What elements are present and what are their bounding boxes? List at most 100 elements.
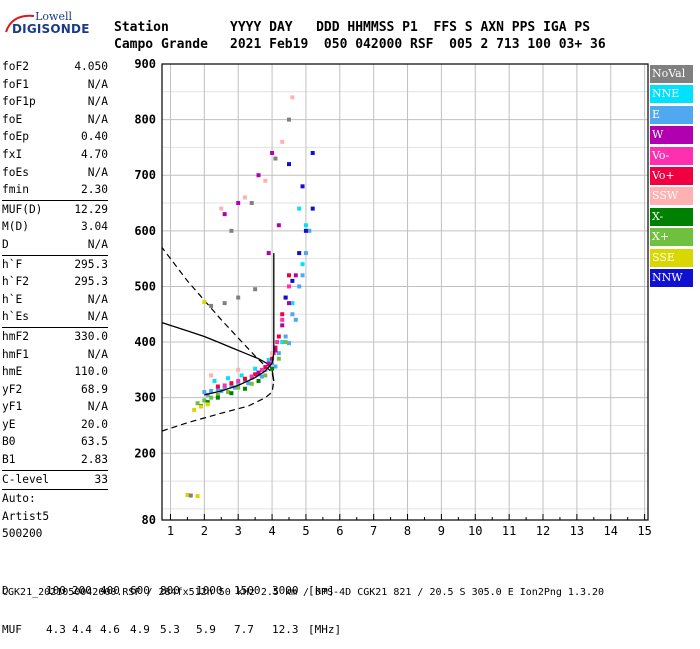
legend-item-ssw: SSW — [650, 187, 693, 206]
muf-value: 4.3 — [46, 623, 66, 636]
x-tick-label: 7 — [370, 524, 377, 538]
file-info: CGK21_2021050042000.RSF / 284fx512h 50 k… — [2, 587, 605, 598]
legend-item-vo-: Vo+ — [650, 166, 693, 185]
param-value: N/A — [87, 95, 108, 109]
legend-item-noval: NoVal — [650, 65, 693, 83]
param-value: N/A — [87, 237, 108, 251]
distance-value: 1000 — [196, 584, 223, 597]
distance-label: D — [2, 584, 9, 597]
data-point — [239, 373, 244, 378]
data-point — [273, 364, 278, 369]
param-row: yF1 N/A — [2, 398, 108, 416]
param-key: fxI — [2, 147, 23, 161]
param-key: h`Es — [2, 310, 29, 324]
muf-value: 4.9 — [130, 623, 150, 636]
param-separator — [2, 326, 108, 328]
data-point — [270, 150, 275, 155]
x-tick-label: 8 — [404, 524, 411, 538]
muf-value: [MHz] — [308, 623, 342, 636]
trace-curve — [204, 253, 275, 396]
data-point — [195, 401, 200, 406]
param-row: h`E N/A — [2, 291, 108, 309]
data-point — [242, 386, 247, 391]
data-point — [266, 251, 271, 256]
data-point — [293, 317, 298, 322]
param-value: 20.0 — [81, 417, 108, 431]
muf-table: D 100 200 400 600 800 1000 1500 3000 [km] MUF 4.3 4… — [2, 558, 348, 649]
param-value: 68.9 — [81, 382, 108, 396]
legend-item-nne: NNE — [650, 85, 693, 104]
param-key: fmin — [2, 183, 29, 197]
data-point — [222, 212, 227, 217]
data-point — [253, 287, 258, 292]
data-point — [266, 357, 271, 362]
legend-item-e: E — [650, 105, 693, 124]
param-key: h`F2 — [2, 275, 29, 289]
header-station-name: Campo Grande — [114, 37, 208, 52]
param-row: B1 2.83 — [2, 451, 108, 469]
data-point — [246, 381, 251, 386]
data-point — [229, 383, 234, 388]
data-point — [236, 385, 241, 390]
data-point — [273, 348, 278, 353]
data-point — [256, 370, 261, 375]
param-key: hmF2 — [2, 329, 29, 343]
param-key: yE — [2, 417, 16, 431]
param-row: h`F 295.3 — [2, 256, 108, 274]
data-point — [300, 262, 305, 267]
data-point — [283, 340, 288, 345]
data-point — [219, 206, 224, 211]
data-point — [253, 372, 258, 377]
data-point — [236, 201, 241, 206]
legend-item-x-: X- — [650, 207, 693, 226]
param-value: 295.3 — [74, 275, 108, 289]
param-key: yF1 — [2, 400, 23, 414]
data-point — [259, 374, 264, 379]
y-tick-label: 400 — [134, 335, 156, 349]
param-value: 4.050 — [74, 60, 108, 73]
data-point — [232, 385, 237, 390]
param-row: B0 63.5 — [2, 433, 108, 451]
x-tick-label: 5 — [302, 524, 309, 538]
param-key: hmE — [2, 365, 23, 379]
param-key: foF1p — [2, 95, 36, 109]
legend-item-vo-: Vo- — [650, 146, 693, 165]
param-value: 3.04 — [81, 220, 108, 234]
param-row: yE 20.0 — [2, 416, 108, 434]
data-point — [273, 156, 278, 161]
distance-value: 1500 — [234, 584, 261, 597]
data-point — [293, 273, 298, 278]
y-tick-label: 500 — [134, 279, 156, 293]
data-point — [290, 312, 295, 317]
param-key: yF2 — [2, 382, 23, 396]
y-tick-label: 80 — [142, 513, 156, 527]
y-tick-label: 600 — [134, 224, 156, 238]
data-point — [212, 378, 217, 383]
data-point — [310, 206, 315, 211]
param-key: foF1 — [2, 77, 29, 91]
param-row: foF2 4.050 — [2, 58, 108, 76]
x-tick-label: 2 — [201, 524, 208, 538]
data-point — [280, 340, 285, 345]
y-tick-label: 800 — [134, 113, 156, 127]
param-row: fmin 2.30 — [2, 181, 108, 199]
distance-value: 400 — [100, 584, 120, 597]
data-point — [263, 373, 268, 378]
legend: NoVal NNE E W Vo- Vo+ SSW X- X+ SSE NNW — [650, 65, 693, 289]
data-point — [236, 381, 241, 386]
data-point — [263, 178, 268, 183]
param-key: foEp — [2, 130, 29, 144]
param-value: 12.29 — [74, 202, 108, 216]
data-point — [266, 362, 271, 367]
param-row: fxI 4.70 — [2, 146, 108, 164]
data-point — [263, 365, 268, 370]
data-point — [205, 402, 210, 407]
param-key: D — [2, 237, 9, 251]
data-point — [303, 228, 308, 233]
muf-value: 4.6 — [100, 623, 120, 636]
param-row: M(D) 3.04 — [2, 218, 108, 236]
data-point — [287, 284, 292, 289]
param-value: 2.83 — [81, 453, 108, 467]
param-value: N/A — [87, 77, 108, 91]
data-point — [287, 301, 292, 306]
